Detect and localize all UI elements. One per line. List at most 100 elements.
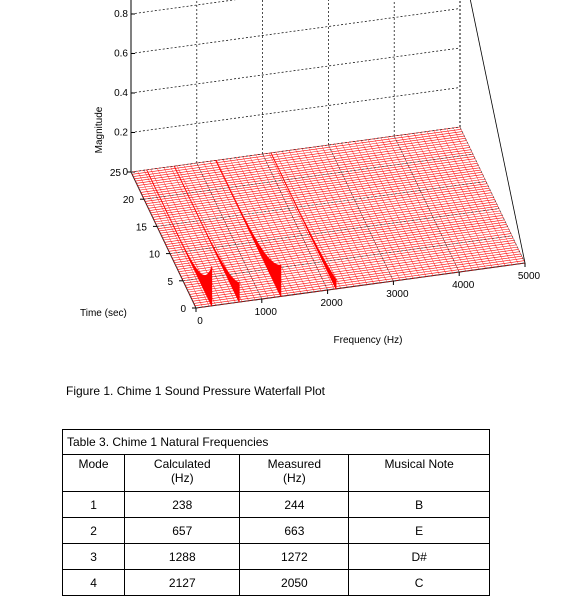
y-floor-gridline <box>130 126 461 173</box>
x-floor-gridline <box>393 135 460 273</box>
frequency-mesh-line <box>387 136 453 273</box>
z-gridline <box>130 0 236 15</box>
y-floor-gridline <box>156 181 487 227</box>
x-tick-label: 2000 <box>320 298 343 309</box>
frequency-mesh-line <box>183 164 249 301</box>
frequency-mesh-line <box>242 156 309 293</box>
cell-calculated: 2127 <box>124 569 241 596</box>
y-floor-gridline <box>169 208 500 254</box>
cell-calculated: 238 <box>124 491 241 518</box>
frequency-mesh-line <box>143 170 210 307</box>
y-floor-gridline <box>195 262 526 309</box>
x-tick-label: 4000 <box>452 280 475 291</box>
x-tick-label: 0 <box>197 316 203 327</box>
frequency-mesh-line <box>453 127 519 264</box>
cell-note: B <box>348 491 490 518</box>
frequency-mesh-line <box>163 167 230 304</box>
frequency-mesh-line <box>282 151 348 288</box>
frequency-mesh-line <box>209 161 276 298</box>
frequency-mesh-line <box>380 137 447 274</box>
cell-calculated: 1288 <box>124 543 241 570</box>
frequency-mesh-line <box>374 138 440 275</box>
frequency-mesh-line <box>288 150 355 287</box>
z-tick-label: 0 <box>122 167 128 178</box>
header-musical-note: Musical Note <box>348 454 490 492</box>
x-floor-gridline <box>262 153 328 291</box>
frequency-mesh-line <box>275 152 341 289</box>
x-tick-label: 1000 <box>255 307 278 318</box>
cell-mode: 1 <box>61 491 126 518</box>
frequency-mesh-line <box>255 154 322 291</box>
z-gridline <box>130 47 461 94</box>
x-floor-gridline <box>196 162 263 300</box>
table-title: Table 3. Chime 1 Natural Frequencies <box>62 429 490 455</box>
cell-measured: 1272 <box>239 543 350 570</box>
header-measured: Measured (Hz) <box>239 454 350 492</box>
frequency-mesh-line <box>229 158 295 295</box>
cell-measured: 2050 <box>239 569 350 596</box>
frequency-mesh-line <box>347 142 414 279</box>
waterfall-peaks <box>146 152 337 307</box>
natural-frequencies-table: Table 3. Chime 1 Natural Frequencies Mod… <box>61 429 490 596</box>
y-tick-label: 5 <box>167 277 173 288</box>
frequency-mesh-line <box>203 162 269 299</box>
table-row: 2 657 663 E <box>61 517 490 544</box>
y-floor-gridline <box>143 153 474 200</box>
cell-note: C <box>348 569 490 596</box>
y-tick-label: 25 <box>110 168 122 179</box>
frequency-mesh-line <box>170 166 236 303</box>
frequency-peak <box>215 160 282 297</box>
z-tick-label: 0.6 <box>114 49 128 60</box>
y-tick-label: 15 <box>136 222 148 233</box>
cell-mode: 3 <box>61 543 126 570</box>
frequency-mesh-line <box>440 129 506 266</box>
frequency-mesh-line <box>341 143 407 280</box>
x-tick-label: 3000 <box>386 289 409 300</box>
frequency-mesh-line <box>236 157 302 294</box>
frequency-mesh-line <box>268 153 335 290</box>
z-gridline <box>130 87 461 133</box>
frequency-mesh-line <box>190 163 256 300</box>
frequency-peak <box>146 169 213 307</box>
y-tick-label: 20 <box>123 195 135 206</box>
x-floor-gridline <box>459 126 526 264</box>
frequency-mesh-line <box>367 139 434 276</box>
frequency-mesh-line <box>446 128 513 265</box>
frequency-mesh-line <box>361 140 427 277</box>
table-row: 4 2127 2050 C <box>61 569 490 596</box>
z-gridline <box>130 8 461 54</box>
frequency-mesh-line <box>301 148 368 285</box>
frequency-mesh-line <box>433 130 499 267</box>
frequency-mesh-line <box>334 144 401 281</box>
x-tick-label: 5000 <box>518 271 541 282</box>
y-axis-label: Time (sec) <box>80 308 127 319</box>
frequency-mesh-line <box>354 141 420 278</box>
cell-calculated: 657 <box>124 517 241 544</box>
frequency-mesh-line <box>420 132 486 269</box>
frequency-peak <box>270 152 337 290</box>
z-tick-label: 0.2 <box>114 128 128 139</box>
right-diagonal-edge <box>469 0 526 264</box>
frequency-mesh-line <box>321 145 388 282</box>
cell-measured: 663 <box>239 517 350 544</box>
frequency-peak <box>173 165 240 303</box>
frequency-mesh-line <box>400 135 466 272</box>
cell-measured: 244 <box>239 491 350 518</box>
frequency-mesh-line <box>137 171 203 308</box>
waterfall-mesh <box>130 126 526 309</box>
figure-caption: Figure 1. Chime 1 Sound Pressure Waterfa… <box>66 384 326 398</box>
y-tick-label: 0 <box>180 304 186 315</box>
cell-mode: 2 <box>61 517 126 544</box>
z-tick-label: 0.8 <box>114 9 128 20</box>
frequency-mesh-line <box>413 133 480 270</box>
z-axis-label: Magnitude <box>94 106 105 153</box>
frequency-mesh-line <box>249 155 315 292</box>
z-tick-label: 0.4 <box>114 88 128 99</box>
x-floor-gridline <box>130 171 197 309</box>
y-floor-gridline <box>182 235 513 282</box>
frequency-mesh-line <box>426 131 493 268</box>
table-row: 1 238 244 B <box>61 491 490 518</box>
frequency-mesh-line <box>308 147 374 284</box>
